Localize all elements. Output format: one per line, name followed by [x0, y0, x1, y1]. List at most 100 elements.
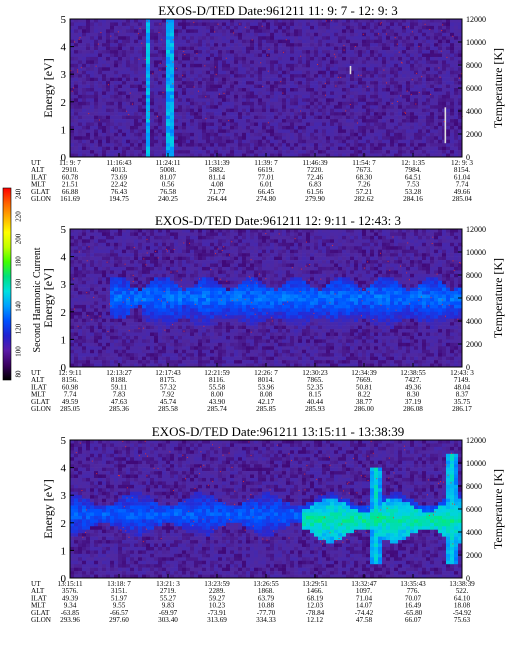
- heatmap-cell: [434, 67, 438, 71]
- heatmap-cell: [310, 126, 314, 130]
- heatmap-cell: [198, 74, 202, 78]
- heatmap-cell: [110, 350, 114, 354]
- heatmap-cell: [446, 54, 450, 58]
- heatmap-cell: [322, 26, 326, 30]
- heatmap-cell: [258, 33, 262, 37]
- heatmap-cell: [122, 116, 126, 120]
- heatmap-cell: [102, 47, 106, 51]
- heatmap-cell: [326, 43, 330, 47]
- heatmap-cell: [346, 26, 350, 30]
- heatmap-cell: [78, 140, 82, 144]
- heatmap-cell: [134, 71, 138, 75]
- heatmap-cell: [274, 105, 278, 109]
- heatmap-cell: [298, 54, 302, 58]
- heatmap-cell: [98, 85, 102, 89]
- heatmap-cell: [210, 147, 214, 151]
- heatmap-cell: [146, 91, 150, 95]
- heatmap-cell: [94, 116, 98, 120]
- heatmap-cell: [386, 105, 390, 109]
- heatmap-cell: [178, 98, 182, 102]
- heatmap-cell: [446, 64, 450, 68]
- heatmap-cell: [146, 312, 150, 316]
- heatmap-cell: [78, 57, 82, 61]
- heatmap-cell: [142, 353, 146, 357]
- heatmap-cell: [378, 57, 382, 61]
- heatmap-cell: [122, 301, 126, 305]
- heatmap-cell: [234, 78, 238, 82]
- heatmap-cell: [454, 133, 458, 137]
- heatmap-cell: [214, 150, 218, 154]
- heatmap-cell: [262, 143, 266, 147]
- heatmap-cell: [102, 123, 106, 127]
- heatmap-cell: [74, 64, 78, 68]
- heatmap-cell: [330, 33, 334, 37]
- heatmap-cell: [282, 119, 286, 123]
- heatmap-cell: [86, 339, 90, 343]
- heatmap-cell: [190, 85, 194, 89]
- heatmap-cell: [106, 312, 110, 316]
- heatmap-cell: [330, 43, 334, 47]
- heatmap-cell: [454, 50, 458, 54]
- heatmap-cell: [414, 33, 418, 37]
- heatmap-cell: [350, 85, 354, 89]
- heatmap-cell: [262, 54, 266, 58]
- heatmap-cell: [426, 136, 430, 140]
- heatmap-cell: [102, 19, 106, 23]
- heatmap-cell: [234, 40, 238, 44]
- heatmap-cell: [194, 116, 198, 120]
- heatmap-cell: [382, 47, 386, 51]
- heatmap-cell: [286, 50, 290, 54]
- heatmap-cell: [158, 85, 162, 89]
- heatmap-cell: [374, 98, 378, 102]
- heatmap-cell: [454, 71, 458, 75]
- heatmap-cell: [370, 36, 374, 40]
- heatmap-cell: [98, 129, 102, 133]
- heatmap-cell: [398, 136, 402, 140]
- heatmap-cell: [450, 136, 454, 140]
- ephemeris-value: 194.75: [109, 195, 129, 203]
- heatmap-cell: [178, 147, 182, 151]
- heatmap-cell: [242, 81, 246, 85]
- heatmap-speckle: [416, 73, 417, 74]
- heatmap-cell: [394, 64, 398, 68]
- heatmap-cell: [174, 105, 178, 109]
- heatmap-cell: [90, 267, 94, 271]
- heatmap-cell: [394, 26, 398, 30]
- heatmap-cell: [418, 88, 422, 92]
- heatmap-cell: [142, 33, 146, 37]
- heatmap-cell: [386, 129, 390, 133]
- heatmap-cell: [434, 126, 438, 130]
- heatmap-cell: [162, 22, 166, 26]
- heatmap-cell: [286, 47, 290, 51]
- heatmap-speckle: [161, 39, 162, 40]
- heatmap-cell: [94, 253, 98, 257]
- heatmap-cell: [126, 291, 130, 295]
- heatmap-cell: [170, 119, 174, 123]
- heatmap-cell: [306, 102, 310, 106]
- heatmap-cell: [86, 150, 90, 154]
- heatmap-cell: [150, 147, 154, 151]
- heatmap-speckle: [128, 114, 129, 115]
- heatmap-cell: [302, 98, 306, 102]
- heatmap-cell: [442, 26, 446, 30]
- heatmap-cell: [418, 57, 422, 61]
- heatmap-cell: [90, 232, 94, 236]
- heatmap-cell: [406, 143, 410, 147]
- heatmap-cell: [122, 270, 126, 274]
- heatmap-cell: [438, 85, 442, 89]
- heatmap-cell: [254, 112, 258, 116]
- heatmap-cell: [402, 133, 406, 137]
- heatmap-cell: [350, 22, 354, 26]
- heatmap-cell: [90, 333, 94, 337]
- heatmap-cell: [130, 47, 134, 51]
- heatmap-cell: [238, 150, 242, 154]
- heatmap-cell: [358, 102, 362, 106]
- heatmap-speckle: [88, 113, 89, 114]
- heatmap-cell: [206, 85, 210, 89]
- heatmap-cell: [146, 284, 150, 288]
- heatmap-cell: [322, 57, 326, 61]
- heatmap-cell: [102, 22, 106, 26]
- heatmap-cell: [258, 71, 262, 75]
- heatmap-cell: [394, 60, 398, 64]
- heatmap-cell: [270, 102, 274, 106]
